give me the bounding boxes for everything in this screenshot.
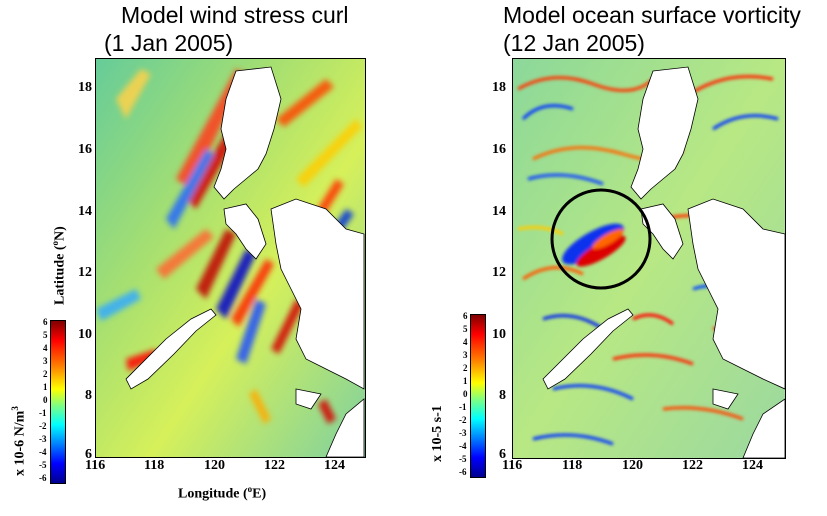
colorbar-tick: -2 [459, 415, 467, 425]
colorbar-tick: -5 [459, 454, 467, 464]
colorbar-tick: 3 [43, 356, 48, 366]
colorbar-tick: 0 [43, 395, 48, 405]
right-title-line1: Model ocean surface vorticity [503, 2, 801, 28]
right-xtick-122: 122 [682, 458, 703, 473]
right-colorbar-label: x 10-5 s-1 [430, 405, 445, 462]
left-xlabel: Longitude (oE) [178, 484, 267, 502]
colorbar-tick: -1 [459, 402, 467, 412]
left-ytick-18: 18 [78, 80, 92, 95]
colorbar-tick: -4 [459, 441, 467, 451]
left-xtick-118: 118 [144, 458, 165, 473]
colorbar-tick: 5 [463, 324, 468, 334]
colorbar-tick: 1 [463, 376, 468, 386]
colorbar-tick: -2 [39, 421, 47, 431]
left-ytick-10: 10 [78, 327, 92, 342]
colorbar-tick: -5 [39, 460, 47, 470]
colorbar-tick: -1 [39, 408, 47, 418]
right-title-line2: (12 Jan 2005) [503, 30, 645, 56]
colorbar-tick: -3 [39, 434, 47, 444]
left-xtick-120: 120 [204, 458, 225, 473]
left-colorbar [50, 320, 66, 484]
right-colorbar [470, 314, 486, 478]
left-xtick-122: 122 [264, 458, 285, 473]
right-ytick-8: 8 [499, 388, 506, 403]
left-xtick-124: 124 [324, 458, 345, 473]
colorbar-tick: -3 [459, 428, 467, 438]
colorbar-tick: 5 [43, 330, 48, 340]
right-ytick-6: 6 [499, 447, 506, 462]
right-xtick-118: 118 [562, 458, 583, 473]
left-ytick-12: 12 [78, 265, 92, 280]
left-ytick-8: 8 [85, 388, 92, 403]
right-xtick-116: 116 [502, 458, 523, 473]
ocean-surface-vorticity-map [512, 58, 786, 459]
right-ytick-16: 16 [492, 142, 506, 157]
right-xtick-124: 124 [742, 458, 763, 473]
left-xtick-116: 116 [85, 458, 106, 473]
left-colorbar-label: x 10-6 N/m3 [10, 406, 28, 476]
left-ytick-14: 14 [78, 204, 92, 219]
right-ytick-18: 18 [492, 80, 506, 95]
wind-stress-curl-field [96, 59, 365, 457]
left-ytick-6: 6 [85, 447, 92, 462]
left-title-line2: (1 Jan 2005) [104, 30, 234, 56]
colorbar-tick: 4 [43, 343, 48, 353]
right-ytick-14: 14 [492, 204, 506, 219]
left-ytick-16: 16 [78, 142, 92, 157]
colorbar-tick: 4 [463, 337, 468, 347]
left-ylabel: Latitude (oN) [50, 226, 68, 305]
colorbar-tick: -6 [459, 467, 467, 477]
colorbar-tick: 2 [463, 363, 468, 373]
colorbar-tick: 3 [463, 350, 468, 360]
left-title-line1: Model wind stress curl [121, 2, 349, 28]
right-xtick-120: 120 [622, 458, 643, 473]
colorbar-tick: 1 [43, 382, 48, 392]
right-ytick-10: 10 [492, 327, 506, 342]
right-ytick-12: 12 [492, 265, 506, 280]
colorbar-tick: -6 [39, 473, 47, 483]
ocean-surface-vorticity-field [513, 59, 785, 458]
colorbar-tick: -4 [39, 447, 47, 457]
eddy-highlight-circle [550, 188, 652, 290]
colorbar-tick: 6 [43, 317, 48, 327]
colorbar-tick: 6 [463, 311, 468, 321]
wind-stress-curl-map [95, 58, 366, 458]
colorbar-tick: 0 [463, 389, 468, 399]
colorbar-tick: 2 [43, 369, 48, 379]
